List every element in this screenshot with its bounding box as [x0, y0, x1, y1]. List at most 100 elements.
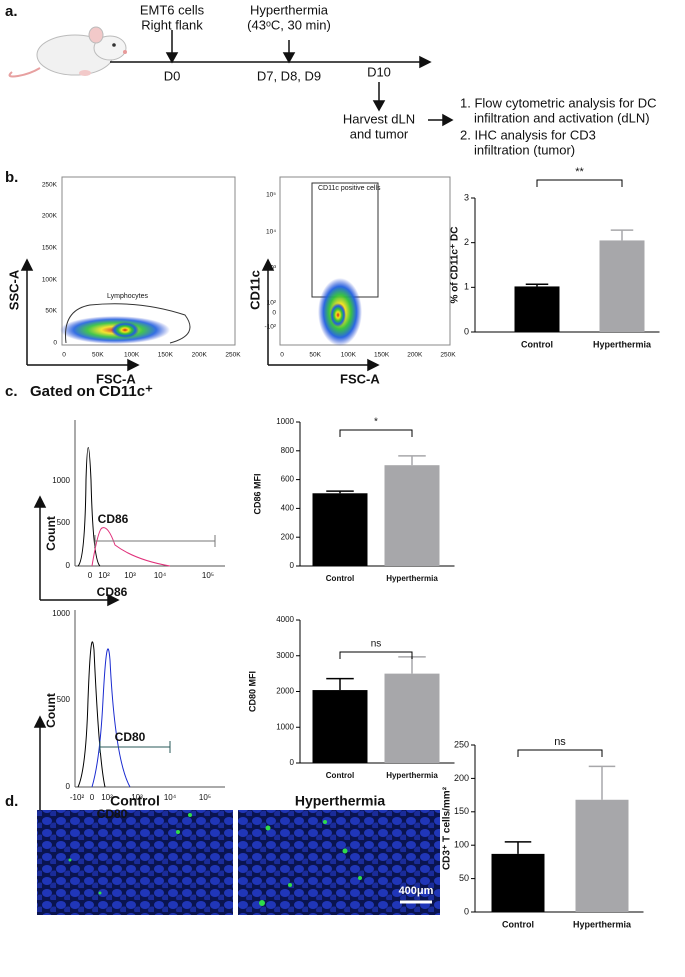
axis-label: SSC-A: [6, 269, 21, 310]
y-tick-label: -10²: [264, 324, 276, 331]
x-tick-label: 50K: [92, 352, 104, 359]
significance-label: *: [374, 417, 378, 428]
timeline: [110, 30, 454, 127]
x-tick-label: 100K: [124, 352, 140, 359]
significance-label: ns: [371, 639, 382, 650]
annotation: Harvest dLN: [343, 111, 415, 126]
axis-label: CD80: [97, 807, 128, 821]
y-tick-label: 0: [66, 561, 71, 570]
bar: [384, 465, 440, 566]
y-axis-label: CD80 MFI: [247, 671, 257, 712]
y-tick-label: 150: [454, 806, 469, 816]
y-tick-label: 50K: [45, 308, 57, 315]
x-tick-label: 200K: [407, 352, 423, 359]
x-tick-label: 10²: [98, 571, 110, 580]
significance-bracket: [339, 429, 413, 437]
y-tick-label: 0: [53, 340, 57, 347]
x-tick-label: 0: [62, 352, 66, 359]
x-tick-label: Hyperthermia: [593, 339, 652, 349]
significance-bracket: [339, 651, 413, 659]
bar: [312, 493, 368, 566]
density-lymphocytes: [60, 303, 191, 344]
y-tick-label: 1000: [276, 722, 294, 731]
ihc-image-hyperthermia: [238, 810, 440, 915]
y-tick-label: 200: [281, 532, 295, 541]
y-tick-label: 10⁴: [266, 229, 276, 236]
y-tick-label: 0: [290, 561, 295, 570]
y-tick-label: 400: [281, 504, 295, 513]
arrowhead: [282, 52, 296, 64]
x-tick-label: 200K: [192, 352, 208, 359]
x-tick-label: 0: [88, 571, 93, 580]
bar: [312, 690, 368, 763]
x-tick-label: 10⁴: [154, 571, 167, 580]
y-tick-label: 10³: [267, 265, 277, 272]
y-tick-label: 4000: [276, 615, 294, 624]
y-tick-label: 10⁵: [266, 192, 276, 199]
y-tick-label: 250K: [42, 182, 58, 189]
x-tick-label: Hyperthermia: [573, 919, 632, 929]
x-tick-label: 150K: [374, 352, 390, 359]
bar: [575, 799, 629, 912]
annotation: and tumor: [350, 126, 409, 141]
gate-label: Lymphocytes: [107, 293, 148, 300]
axis-label: FSC-A: [340, 371, 380, 386]
panel-label: d.: [5, 793, 18, 810]
y-tick-label: 0: [272, 310, 276, 317]
y-tick-label: 200K: [42, 213, 58, 220]
day-label: D7, D8, D9: [257, 68, 321, 83]
y-tick-label: 3000: [276, 651, 294, 660]
significance-label: ns: [554, 736, 566, 748]
day-label: D10: [367, 64, 391, 79]
x-tick-label: 0: [90, 793, 95, 802]
y-tick-label: 0: [290, 758, 295, 767]
y-tick-label: 0: [464, 906, 469, 916]
arrowhead: [372, 100, 386, 112]
y-tick-label: 10²: [267, 300, 277, 307]
y-tick-label: 150K: [42, 245, 58, 252]
y-tick-label: 2: [464, 237, 469, 247]
y-tick-label: 0: [66, 782, 71, 791]
flow-plot-frame: [279, 176, 451, 346]
mouse-illustration: [8, 26, 127, 78]
x-tick-label: 150K: [158, 352, 174, 359]
y-tick-label: 2000: [276, 687, 294, 696]
x-tick-label: 10³: [124, 571, 136, 580]
y-tick-label: 1000: [52, 476, 70, 485]
scale-bar-label: 400μm: [399, 885, 434, 897]
image-title: Control: [110, 793, 160, 809]
ihc-image-control: [37, 810, 233, 915]
y-tick-label: 1: [464, 282, 469, 292]
y-tick-label: 500: [57, 518, 71, 527]
day-label: D0: [164, 68, 181, 83]
annotation: (43ᵒC, 30 min): [247, 17, 331, 32]
y-tick-label: 800: [281, 446, 295, 455]
x-tick-label: Control: [521, 339, 553, 349]
axis-label: FSC-A: [96, 371, 136, 386]
x-tick-label: 50K: [309, 352, 321, 359]
y-tick-label: 50: [459, 873, 469, 883]
y-tick-label: 3: [464, 192, 469, 202]
arrowhead: [442, 113, 454, 127]
annotation: Right flank: [141, 17, 203, 32]
x-tick-label: 250K: [440, 352, 456, 359]
significance-bracket: [517, 749, 603, 757]
x-tick-label: 100K: [341, 352, 357, 359]
y-tick-label: 600: [281, 475, 295, 484]
gate-label: CD80: [115, 730, 146, 744]
y-tick-label: 100K: [42, 277, 58, 284]
x-tick-label: 10⁴: [164, 793, 177, 802]
x-tick-label: 0: [280, 352, 284, 359]
y-axis-label: CD86 MFI: [252, 473, 262, 514]
y-tick-label: 250: [454, 739, 469, 749]
density-cd11c: [318, 278, 362, 346]
cd3-signals: [68, 813, 362, 906]
bar: [514, 286, 560, 332]
axis-label: Count: [44, 516, 58, 551]
analysis-item: 2. IHC analysis for CD3: [460, 127, 596, 142]
analysis-item: infiltration and activation (dLN): [474, 110, 650, 125]
y-tick-label: 1000: [276, 417, 294, 426]
y-axis-label: CD3⁺ T cells/mm²: [442, 786, 453, 870]
axis-label: Count: [44, 693, 58, 728]
